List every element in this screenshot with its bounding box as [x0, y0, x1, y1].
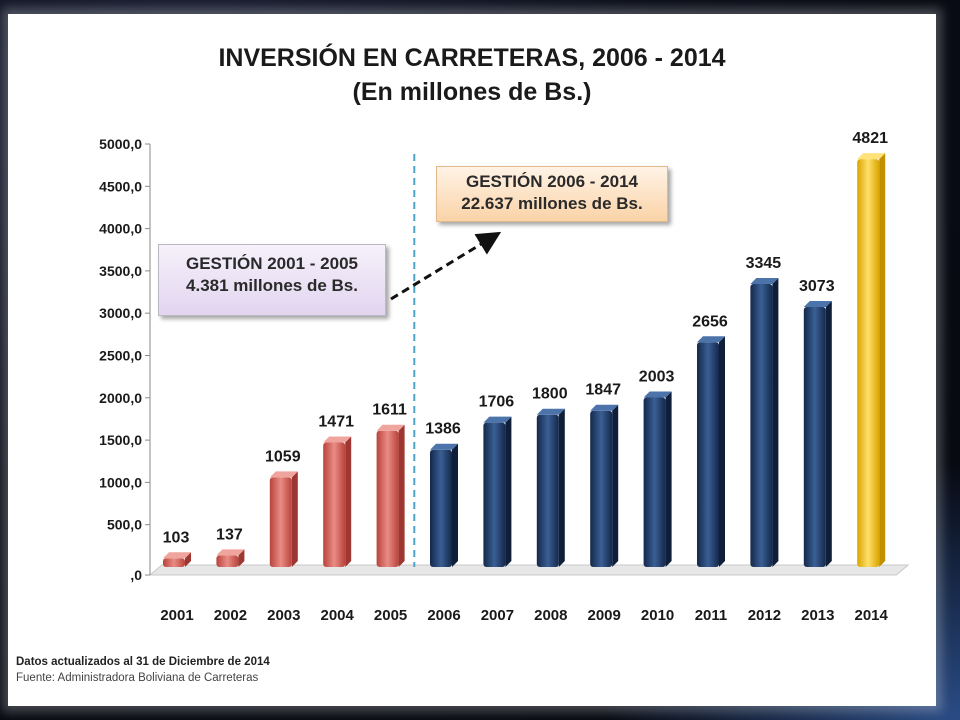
data-label: 1471 [318, 414, 354, 431]
bar [590, 410, 613, 567]
x-tick-label: 2002 [214, 607, 247, 624]
bar [643, 397, 666, 567]
data-label: 2656 [692, 313, 728, 330]
footer-updated: Datos actualizados al 31 de Diciembre de… [16, 656, 270, 668]
bar [803, 307, 826, 567]
data-label: 2003 [639, 369, 675, 386]
bar-side [719, 336, 725, 567]
bar [376, 430, 399, 567]
bar [750, 284, 773, 567]
bar-top [163, 552, 191, 559]
bar [163, 558, 185, 567]
data-label: 1706 [479, 394, 515, 411]
callout-arrow [390, 231, 502, 301]
data-label: 4821 [852, 130, 888, 147]
y-tick-label: 1500,0 [99, 432, 142, 448]
bar-side [879, 153, 886, 567]
callout-2006-amount: 22.637 millones de Bs. [461, 194, 643, 213]
x-tick-label: 2008 [534, 607, 567, 624]
bar-side [558, 408, 565, 567]
bar-top [643, 391, 672, 398]
x-tick-label: 2006 [427, 607, 460, 624]
data-label: 137 [216, 526, 243, 543]
bar [697, 342, 719, 567]
chart-floor [148, 564, 910, 576]
bar [323, 442, 346, 567]
bar-top [590, 404, 619, 411]
bar-top [750, 278, 779, 285]
bar-top [857, 153, 886, 160]
bar-top [216, 549, 245, 556]
bar [216, 555, 239, 567]
data-label: 1847 [585, 382, 621, 399]
y-tick-label: 4000,0 [99, 221, 142, 237]
bar-top [376, 424, 405, 431]
bar [536, 414, 559, 567]
bar-side [291, 471, 298, 567]
y-tick-label: 4500,0 [99, 178, 142, 194]
bar-side [238, 549, 245, 567]
callout-2001-title: GESTIÓN 2001 - 2005 [186, 254, 358, 273]
data-label: 1386 [425, 421, 461, 438]
footer-source: Fuente: Administradora Boliviana de Carr… [16, 672, 259, 684]
y-tick-label: 2000,0 [99, 390, 142, 406]
x-tick-label: 2012 [748, 607, 781, 624]
bar [269, 477, 292, 567]
data-label: 1611 [372, 402, 407, 419]
y-tick-label: 500,0 [107, 517, 142, 533]
data-label: 3345 [746, 255, 782, 272]
y-tick-label: 3500,0 [99, 263, 142, 279]
callout-gestion-2001-2005: GESTIÓN 2001 - 2005 4.381 millones de Bs… [158, 244, 386, 316]
bar-side [772, 278, 779, 567]
bar-side [452, 443, 458, 567]
bar-side [398, 424, 405, 567]
y-tick-label: 1000,0 [99, 474, 142, 490]
bar [857, 159, 880, 567]
bar-chart: ,0 500,0 1000,0 1500,0 2000,0 2500,0 3000,0 350… [99, 130, 910, 624]
bar-top [536, 408, 565, 415]
bar-side [345, 436, 352, 567]
x-tick-label: 2005 [374, 607, 407, 624]
y-tick-label: ,0 [130, 567, 142, 583]
bar-side [505, 416, 512, 567]
x-tick-label: 2003 [267, 607, 300, 624]
slide: INVERSIÓN EN CARRETERAS, 2006 - 2014 (En… [8, 14, 936, 706]
x-tick-label: 2001 [160, 607, 193, 624]
data-label: 1800 [532, 386, 568, 403]
bar-top [269, 471, 298, 478]
bar-side [612, 404, 619, 567]
bar [483, 422, 506, 567]
x-tick-label: 2009 [588, 607, 621, 624]
data-label: 1059 [265, 448, 301, 465]
chart-subtitle: (En millones de Bs.) [352, 78, 592, 106]
callout-2001-amount: 4.381 millones de Bs. [186, 276, 358, 295]
y-tick-label: 2500,0 [99, 348, 142, 364]
bar-top [323, 436, 352, 443]
data-label: 103 [163, 529, 190, 546]
bar-side [825, 301, 832, 567]
x-tick-label: 2013 [801, 607, 834, 624]
callout-2006-title: GESTIÓN 2006 - 2014 [466, 172, 638, 191]
chart-title: INVERSIÓN EN CARRETERAS, 2006 - 2014 [218, 44, 726, 72]
x-tick-label: 2014 [855, 607, 889, 624]
y-tick-label: 5000,0 [99, 136, 142, 152]
bar-top [803, 301, 832, 308]
x-tick-label: 2007 [481, 607, 514, 624]
bar-top [483, 416, 512, 423]
x-tick-label: 2004 [321, 607, 355, 624]
data-label: 3073 [799, 278, 835, 295]
bar-top [697, 336, 725, 343]
y-tick-label: 3000,0 [99, 305, 142, 321]
bar-side [665, 391, 672, 567]
x-tick-label: 2011 [695, 607, 728, 624]
x-tick-label: 2010 [641, 607, 674, 624]
bar-top [430, 443, 458, 450]
callout-gestion-2006-2014: GESTIÓN 2006 - 2014 22.637 millones de B… [436, 166, 668, 222]
bar-side [185, 552, 191, 567]
bar [430, 449, 452, 567]
